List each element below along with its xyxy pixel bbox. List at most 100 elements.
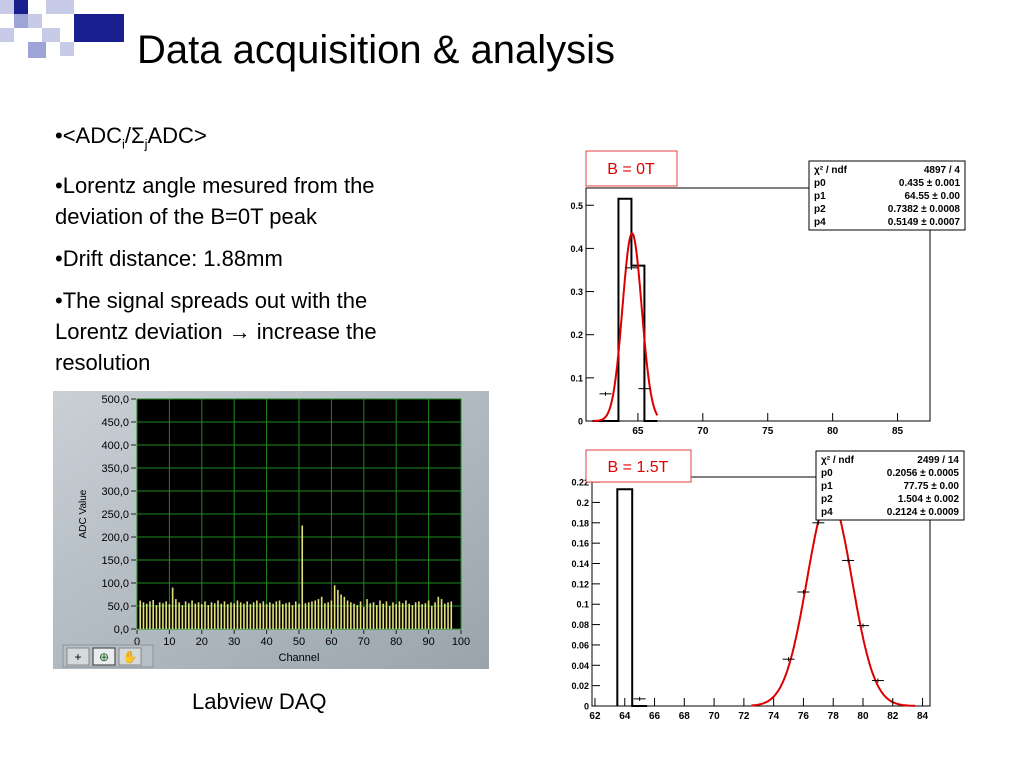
labview-bar	[337, 589, 339, 629]
labview-bar	[330, 600, 333, 629]
labview-bar	[142, 602, 145, 629]
b15-data-point	[812, 520, 825, 525]
b15-stats-frame	[815, 450, 965, 521]
labview-bar	[201, 604, 203, 629]
bullet-adc-ratio: •<ADCi/ΣjADC>	[55, 123, 207, 152]
b15-xtick-label: 82	[887, 711, 899, 722]
b15-ytick-label: 0.12	[571, 579, 589, 589]
labview-bar	[285, 603, 287, 629]
labview-bar	[220, 603, 223, 629]
labview-bar	[223, 601, 226, 629]
labview-bar	[155, 605, 158, 629]
b0-data-point	[638, 386, 651, 391]
b15-xtick-label: 66	[649, 711, 661, 722]
labview-ytick-label: 50,0	[108, 601, 129, 613]
labview-ytick-label: 500,0	[101, 394, 129, 406]
labview-bar	[298, 603, 300, 629]
labview-bar	[191, 600, 193, 629]
labview-bar	[236, 600, 239, 629]
labview-ytick-label: 300,0	[101, 486, 129, 498]
b15-xtick-label: 72	[738, 711, 750, 722]
b0-ytick-label: 0	[578, 417, 583, 427]
labview-bar	[265, 604, 268, 629]
b15-xtick-label: 76	[798, 711, 810, 722]
labview-ylabel: ADC Value	[78, 489, 89, 538]
bullet-signal-spread: •The signal spreads out with the Lorentz…	[55, 288, 377, 376]
b0-xtick-label: 75	[762, 426, 774, 437]
b15-stats-value: 1.504 ± 0.002	[898, 494, 960, 505]
labview-bar	[304, 603, 307, 629]
labview-bar	[385, 601, 388, 629]
b0-stats-key: p0	[814, 178, 826, 189]
labview-bar	[288, 602, 291, 629]
labview-bar	[282, 604, 284, 629]
labview-bar	[210, 602, 213, 629]
b0-stats-value: 0.435 ± 0.001	[899, 178, 961, 189]
labview-caption: Labview DAQ	[192, 689, 327, 714]
labview-bar	[447, 602, 449, 629]
pan-tool-button[interactable]	[118, 647, 142, 666]
plot-b0: 65 70 75 80 85 0 0.1 0.2 0.3 0.4 0.5 B = 0T χ² / …	[570, 150, 966, 437]
cursor-tool-button[interactable]	[66, 647, 90, 666]
labview-ytick-label: 400,0	[101, 440, 129, 452]
labview-bar	[152, 600, 154, 629]
labview-bar	[259, 603, 261, 629]
labview-xtick-label: 50	[293, 636, 305, 648]
b0-stats-key: p2	[814, 204, 826, 215]
b0-ytick-label: 0.3	[570, 287, 583, 297]
b0-histogram	[592, 197, 658, 422]
labview-bar	[252, 602, 255, 629]
labview-bar	[350, 602, 352, 629]
labview-bar	[269, 602, 271, 629]
zoom-tool-button[interactable]	[92, 647, 116, 666]
labview-bar	[340, 594, 342, 629]
b15-xtick-label: 74	[768, 711, 780, 722]
b15-stats-value: 0.2124 ± 0.0009	[887, 507, 960, 518]
labview-bar	[204, 601, 206, 629]
plot-b0-label: B = 0T	[607, 161, 655, 178]
b15-xtick-label: 70	[709, 711, 721, 722]
labview-bar	[414, 602, 417, 629]
b0-stats-value: 64.55 ± 0.00	[904, 191, 960, 202]
plot-b15: 62 64 66 68 70 72 74 76 78 80 82 84 0 0.02 0.04 0.06 0.…	[571, 449, 965, 722]
labview-xtick-label: 70	[358, 636, 370, 648]
labview-bar	[440, 599, 443, 629]
bullet-drift-distance: •Drift distance: 1.88mm	[55, 246, 283, 272]
labview-xtick-label: 60	[325, 636, 337, 648]
plot-b0-stats-box: χ² / ndf 4897 / 4 p0 0.435 ± 0.001 p1 64.55 ±…	[808, 160, 966, 231]
hand-icon: ✋	[123, 650, 138, 664]
b15-data-point	[797, 590, 810, 595]
labview-bar	[450, 601, 453, 629]
labview-bar	[398, 601, 401, 629]
labview-bar	[213, 603, 216, 629]
bullet-list: •<ADCi/ΣjADC> •Lorentz angle mesured fro…	[55, 120, 435, 389]
plot-b15-label: B = 1.5T	[608, 459, 669, 476]
labview-bar	[188, 603, 190, 629]
b0-stats-value: 4897 / 4	[924, 165, 961, 176]
b15-stats-key: p4	[821, 507, 833, 518]
labview-bar	[317, 599, 320, 629]
labview-bar	[379, 600, 381, 629]
labview-bar	[262, 601, 265, 629]
b15-ytick-label: 0.08	[571, 620, 589, 630]
b15-ytick-label: 0.16	[571, 539, 589, 549]
labview-bar	[324, 603, 326, 629]
labview-bar	[311, 601, 313, 629]
labview-bar	[139, 600, 142, 629]
b0-data-point	[625, 265, 638, 270]
labview-bar	[444, 603, 446, 629]
labview-bar	[369, 603, 372, 629]
labview-bar	[226, 604, 229, 629]
b15-data-point	[871, 678, 884, 683]
b0-stats-key: χ² / ndf	[814, 165, 848, 176]
labview-bar	[359, 601, 362, 629]
plot-b15-stats-box: χ² / ndf 2499 / 14 p0 0.2056 ± 0.0005 p1 77.7…	[815, 450, 965, 521]
b15-stats-value: 0.2056 ± 0.0005	[887, 468, 960, 479]
b15-data-point	[782, 657, 795, 662]
labview-ytick-label: 250,0	[101, 509, 129, 521]
labview-toolbar: + ⊕ ✋	[62, 644, 154, 668]
labview-bar	[239, 602, 242, 629]
labview-bar	[168, 604, 171, 629]
labview-ytick-label: 0,0	[114, 624, 129, 636]
b15-xtick-label: 68	[679, 711, 691, 722]
